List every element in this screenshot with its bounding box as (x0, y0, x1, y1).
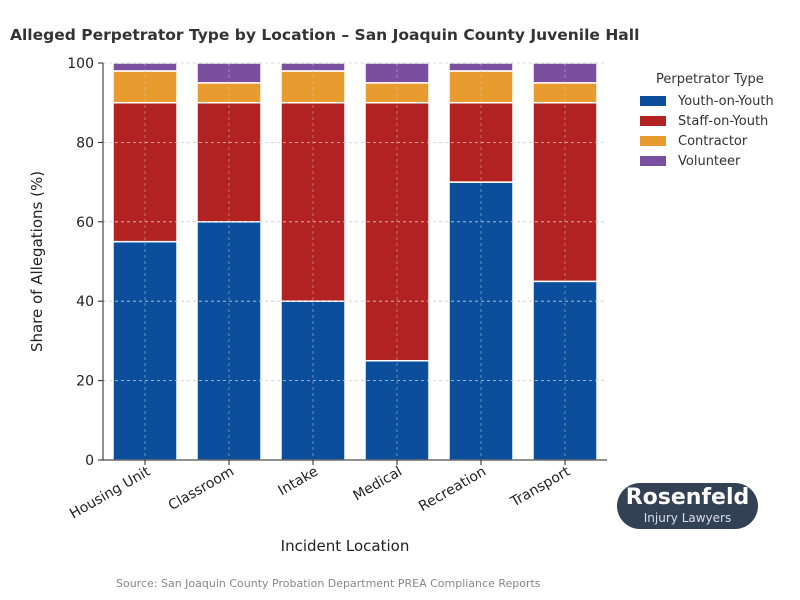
y-tick-label: 20 (76, 374, 94, 390)
y-axis-label: Share of Allegations (%) (28, 171, 46, 352)
legend-title: Perpetrator Type (656, 72, 764, 87)
y-tick-label: 100 (67, 56, 94, 72)
chart-title: Alleged Perpetrator Type by Location – S… (10, 26, 640, 44)
x-axis-label: Incident Location (281, 537, 410, 555)
logo-name: Rosenfeld (625, 485, 750, 510)
x-tick-label: Recreation (416, 464, 489, 515)
y-tick-label: 0 (85, 453, 94, 469)
y-tick-label: 80 (76, 135, 94, 151)
legend-swatch (640, 96, 666, 106)
legend-item: Contractor (640, 131, 774, 151)
y-tick-label: 60 (76, 215, 94, 231)
x-tick-label: Medical (351, 464, 405, 505)
legend-label: Volunteer (678, 153, 741, 169)
rosenfeld-logo: Rosenfeld Injury Lawyers (617, 483, 758, 529)
legend-label: Youth-on-Youth (678, 93, 774, 109)
x-tick-label: Transport (507, 463, 573, 510)
legend-swatch (640, 116, 666, 126)
legend-item: Volunteer (640, 151, 774, 171)
legend-label: Staff-on-Youth (678, 113, 769, 129)
y-tick-label: 40 (76, 294, 94, 310)
logo-tagline: Injury Lawyers (643, 511, 732, 525)
x-tick-label: Intake (276, 464, 321, 500)
legend-item: Youth-on-Youth (640, 91, 774, 111)
x-tick-label: Housing Unit (67, 463, 153, 522)
legend-label: Contractor (678, 133, 748, 149)
legend-swatch (640, 136, 666, 146)
legend: Perpetrator Type Youth-on-Youth Staff-on-… (640, 72, 774, 171)
source-note: Source: San Joaquin County Probation Dep… (116, 577, 541, 590)
legend-item: Staff-on-Youth (640, 111, 774, 131)
x-tick-label: Classroom (166, 464, 237, 514)
legend-swatch (640, 156, 666, 166)
